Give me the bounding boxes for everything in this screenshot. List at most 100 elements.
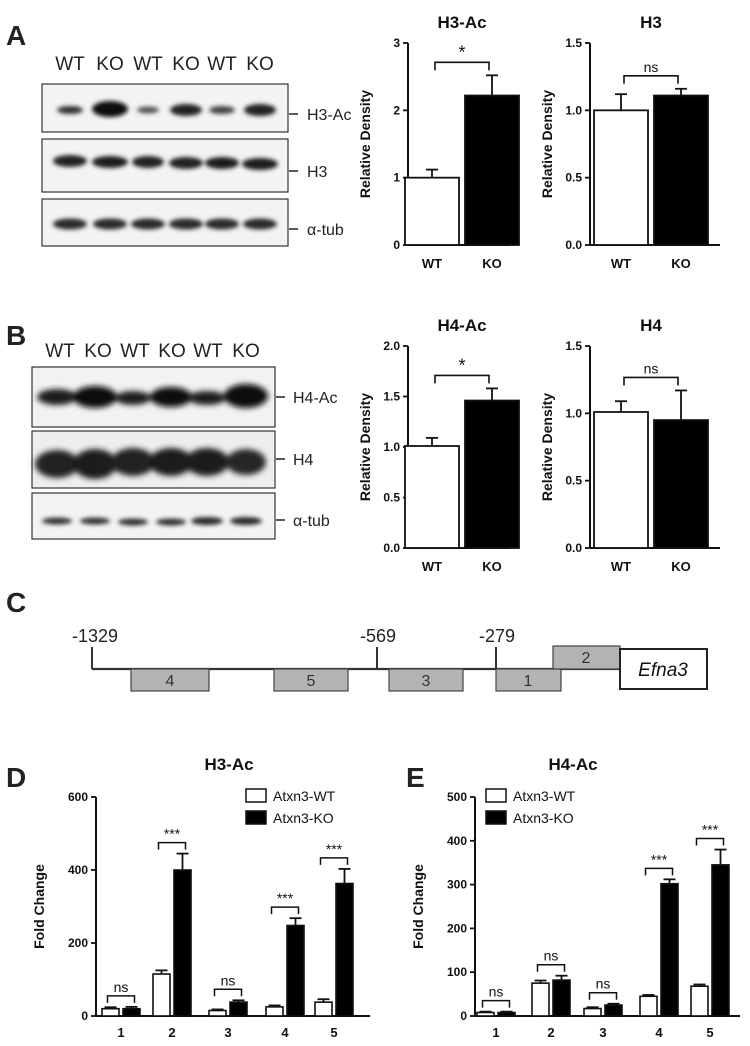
lane-label: KO <box>96 54 123 75</box>
chart-title: H4-Ac <box>437 316 486 335</box>
significance-label: *** <box>326 841 343 857</box>
blot-bands-h3 <box>53 155 278 170</box>
x-tick-label: 1 <box>492 1025 499 1040</box>
x-tick-label: WT <box>611 256 631 271</box>
x-tick-label: 3 <box>224 1025 231 1040</box>
y-axis-label: Relative Density <box>357 393 373 501</box>
blot-b: WT KO WT KO WT KO <box>31 341 337 540</box>
chart-b2: 0.0 0.5 1.0 1.5 H4 Relative Density WT KO ns <box>539 316 720 574</box>
gene-box <box>619 648 708 690</box>
bar <box>335 882 354 1017</box>
bar <box>101 1007 120 1017</box>
lane-label: KO <box>158 341 185 362</box>
bar <box>122 1007 141 1017</box>
y-tick-label: 1.5 <box>383 390 400 404</box>
x-tick-label: KO <box>482 256 502 271</box>
y-tick-label: 0 <box>393 238 400 252</box>
y-tick-label: 1 <box>393 171 400 185</box>
y-axis-label: Relative Density <box>357 90 373 198</box>
significance-bracket <box>434 61 490 71</box>
y-tick-label: 400 <box>447 834 467 848</box>
significance-label: ns <box>644 360 659 376</box>
y-tick-label: 1.0 <box>565 103 582 117</box>
y-tick-label: 0.0 <box>565 541 582 555</box>
bar <box>604 1004 623 1017</box>
y-tick-label: 2.0 <box>383 339 400 353</box>
bar <box>152 973 171 1017</box>
blot-bands-h4 <box>35 448 266 479</box>
x-tick-label: 5 <box>706 1025 713 1040</box>
lane-label: WT <box>120 341 150 362</box>
y-axis-label: Relative Density <box>539 90 555 198</box>
y-tick-label: 400 <box>68 863 88 877</box>
region-label: 2 <box>582 650 591 667</box>
blot-label-atub: α-tub <box>307 222 344 239</box>
region-box <box>388 668 464 692</box>
charts-layer: 0 1 2 3 H3-Ac Relative Density WT KO * 0.0 0.5 1.0 1… <box>31 13 740 1040</box>
significance-label: * <box>458 42 465 62</box>
chart-title: H4 <box>640 316 662 335</box>
significance-label: *** <box>651 851 668 867</box>
blot-bands-atub-b <box>42 517 262 526</box>
bar <box>286 924 305 1017</box>
bar <box>653 94 709 246</box>
significance-bracket <box>695 837 725 846</box>
lane-label: WT <box>55 54 85 75</box>
bar <box>464 399 520 549</box>
blot-b-lane-labels: WT KO WT KO WT KO <box>45 341 260 362</box>
blot-label-atub-b: α-tub <box>293 513 330 530</box>
y-tick-label: 100 <box>447 965 467 979</box>
y-tick-label: 0.5 <box>565 474 582 488</box>
x-tick-label: KO <box>671 256 691 271</box>
region-box <box>130 668 210 692</box>
legend-label: Atxn3-WT <box>273 788 336 804</box>
x-tick-label: 1 <box>117 1025 124 1040</box>
x-tick-label: 4 <box>281 1025 289 1040</box>
bar <box>229 1001 248 1017</box>
y-tick-label: 1.5 <box>565 339 582 353</box>
blot-label-h3ac: H3-Ac <box>307 107 351 124</box>
legend-label: Atxn3-KO <box>273 810 334 826</box>
panel-letter-c: C <box>6 587 26 618</box>
bar <box>639 995 658 1017</box>
y-tick-label: 2 <box>393 103 400 117</box>
significance-label: ns <box>114 979 129 995</box>
y-tick-label: 500 <box>447 790 467 804</box>
region-label: 3 <box>422 673 431 690</box>
region-label: 1 <box>524 673 533 690</box>
x-tick-label: 4 <box>655 1025 663 1040</box>
legend-swatch <box>245 788 267 803</box>
x-tick-label: 3 <box>599 1025 606 1040</box>
x-tick-label: 5 <box>330 1025 337 1040</box>
chart-d: 0 200 400 600 H3-Ac Fold Change 1 2 3 4 5 ns *** ns **… <box>31 755 370 1040</box>
lane-label: KO <box>172 54 199 75</box>
significance-bracket <box>644 867 674 876</box>
significance-bracket <box>434 374 490 384</box>
bar <box>583 1007 602 1017</box>
x-tick-label: WT <box>422 559 442 574</box>
bar <box>531 982 550 1017</box>
bar <box>314 1001 333 1017</box>
bar <box>404 176 460 246</box>
bar <box>208 1009 227 1017</box>
significance-label: ns <box>221 972 236 988</box>
y-tick-label: 200 <box>68 936 88 950</box>
significance-label: *** <box>164 826 181 842</box>
bar <box>464 94 520 246</box>
bar <box>593 411 649 549</box>
significance-bracket <box>536 963 566 972</box>
y-tick-label: 200 <box>447 921 467 935</box>
y-axis-label: Fold Change <box>410 864 426 949</box>
bar <box>497 1011 516 1017</box>
y-tick-label: 0.0 <box>383 541 400 555</box>
position-label: -569 <box>360 626 396 646</box>
bar <box>552 979 571 1017</box>
blot-strip-atub-b <box>31 492 276 540</box>
blot-a-lane-labels: WT KO WT KO WT KO <box>55 54 274 75</box>
chart-title: H3-Ac <box>204 755 253 774</box>
y-tick-label: 1.0 <box>565 406 582 420</box>
promoter-diagram: -1329 -569 -279 4 5 3 1 2 Efna3 <box>72 626 708 692</box>
y-axis-label: Fold Change <box>31 864 47 949</box>
panel-letter-a: A <box>6 20 26 51</box>
